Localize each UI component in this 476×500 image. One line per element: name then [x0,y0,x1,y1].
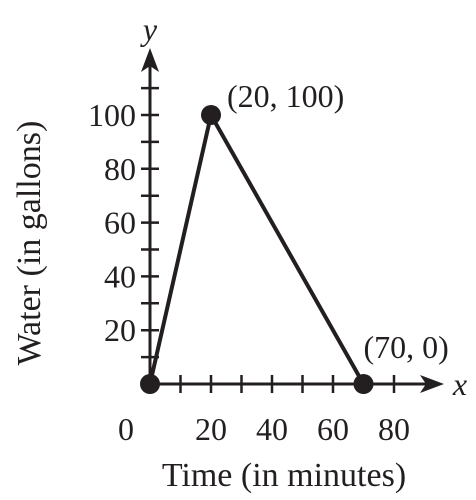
series-group [140,105,374,394]
point-label-20-100: (20, 100) [227,78,344,114]
x-tick-label-40: 40 [256,411,288,447]
x-tick-label-60: 60 [317,411,349,447]
x-tick-label-80: 80 [378,411,410,447]
y-tick-label-60: 60 [104,205,136,241]
y-tick-label-100: 100 [88,97,136,133]
point-label-70-0: (70, 0) [364,329,449,365]
annotations: (20, 100) (70, 0) [227,78,449,365]
x-axis-title: Time (in minutes) [162,457,406,494]
y-tick-label-40: 40 [104,258,136,294]
x-axis-variable: x [452,366,467,402]
y-tick-label-20: 20 [104,312,136,348]
y-axis-title: Water (in gallons) [11,121,48,366]
series-line-0 [148,109,366,385]
data-point-20-100 [201,105,221,125]
x-tick-label-20: 20 [195,411,227,447]
y-axis-variable: y [140,11,158,47]
data-point-70-0 [353,374,374,394]
tick-marks [141,86,396,393]
data-point-0-0 [140,374,160,394]
x-axis-arrowhead [420,375,444,393]
tick-labels: 0 20 40 60 80 20 40 60 80 100 [88,97,410,447]
y-axis-arrowhead [141,48,159,72]
y-tick-label-80: 80 [104,151,136,187]
x-tick-label-0: 0 [118,411,134,447]
